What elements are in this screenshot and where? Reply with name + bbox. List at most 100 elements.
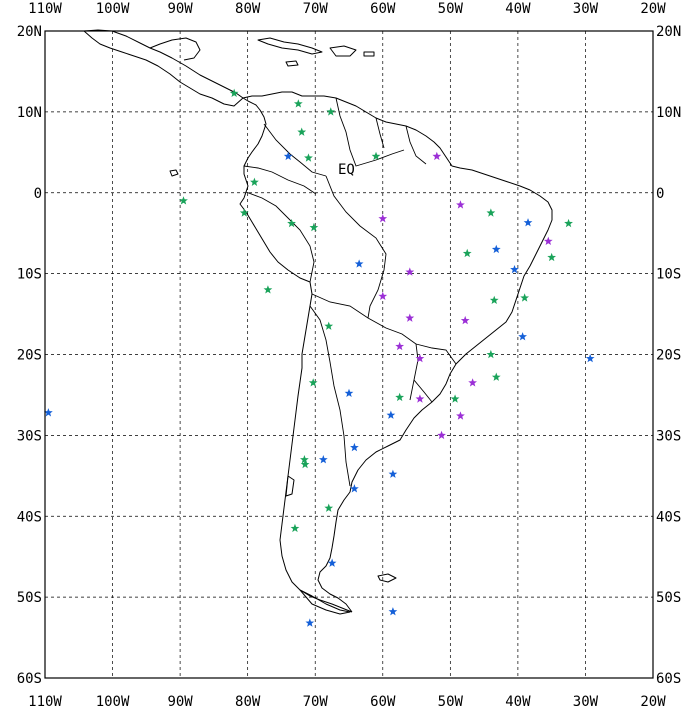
lat-tick-label-left: 20S — [17, 348, 42, 364]
station-star-blue — [585, 353, 595, 363]
jamaica-coastline — [285, 60, 299, 67]
station-star-blue — [350, 484, 359, 493]
station-star-purple — [415, 353, 425, 363]
station-star-purple — [456, 200, 465, 209]
station-star-purple — [432, 151, 442, 161]
station-star-green — [324, 321, 334, 330]
lon-tick-label-bottom: 20W — [640, 694, 666, 709]
lat-tick-label-left: 40S — [17, 509, 42, 525]
lon-tick-label-bottom: 30W — [573, 694, 599, 709]
lon-tick-label-top: 20W — [640, 1, 666, 17]
station-star-green — [395, 392, 405, 402]
lon-tick-label-top: 110W — [28, 1, 62, 17]
station-star-blue — [44, 408, 53, 417]
lon-tick-label-top: 70W — [303, 1, 329, 17]
chiloe-island — [285, 475, 295, 497]
lat-tick-label-right: 20N — [656, 24, 681, 40]
lon-tick-label-top: 80W — [235, 1, 261, 17]
station-star-green — [179, 196, 188, 205]
station-star-green — [290, 523, 300, 533]
equator-label: EQ — [338, 162, 355, 178]
lon-tick-label-bottom: 80W — [235, 694, 261, 709]
lat-tick-label-right: 10S — [656, 267, 681, 283]
station-star-green — [489, 295, 499, 305]
lon-tick-label-bottom: 90W — [167, 694, 193, 709]
lat-tick-label-right: 30S — [656, 428, 681, 444]
lon-tick-label-top: 100W — [96, 1, 130, 17]
station-star-green — [239, 208, 249, 217]
station-star-blue — [388, 469, 398, 478]
station-star-green — [309, 222, 319, 232]
cuba-coastline — [257, 37, 323, 55]
station-star-green — [263, 285, 273, 294]
lat-tick-label-right: 20S — [656, 348, 681, 364]
lat-tick-label-right: 60S — [656, 671, 681, 687]
station-star-blue — [344, 388, 354, 398]
station-star-green — [462, 248, 472, 258]
lat-tick-label-left: 60S — [17, 671, 42, 687]
station-star-green — [486, 208, 496, 217]
station-star-purple — [378, 291, 388, 300]
axis-labels: 110W 110W 100W 100W 90W 90W 80W 80W 70W 70W 60W 60W… — [17, 1, 682, 709]
station-star-blue — [491, 244, 501, 254]
lat-tick-label-right: 0 — [656, 186, 664, 202]
station-star-green — [297, 127, 307, 136]
puerto-rico-coastline — [363, 51, 375, 57]
lon-tick-label-bottom: 100W — [96, 694, 130, 709]
station-star-purple — [460, 315, 470, 325]
station-star-green — [450, 394, 460, 403]
lat-tick-label-left: 20N — [17, 24, 42, 40]
lon-tick-label-bottom: 40W — [505, 694, 531, 709]
lon-tick-label-top: 50W — [438, 1, 464, 17]
graticule — [45, 31, 653, 678]
lon-tick-label-bottom: 110W — [28, 694, 62, 709]
station-star-blue — [350, 442, 359, 452]
station-star-purple — [543, 236, 553, 245]
station-star-blue — [518, 332, 527, 341]
station-star-blue — [283, 151, 293, 161]
lon-tick-label-bottom: 60W — [370, 694, 396, 709]
lat-tick-label-left: 50S — [17, 590, 42, 606]
station-star-green — [520, 293, 530, 302]
station-star-blue — [327, 558, 337, 567]
station-star-green — [250, 177, 259, 186]
tierra-del-fuego — [299, 589, 351, 615]
station-star-blue — [305, 618, 315, 627]
lon-tick-label-top: 30W — [573, 1, 599, 17]
station-star-green — [229, 88, 239, 97]
station-star-purple — [437, 430, 446, 440]
lon-tick-label-bottom: 50W — [438, 694, 464, 709]
station-markers — [44, 88, 595, 627]
station-star-blue — [386, 410, 396, 419]
station-star-purple — [456, 411, 465, 420]
station-star-blue — [318, 455, 328, 464]
station-star-green — [300, 459, 310, 469]
lon-tick-label-top: 60W — [370, 1, 396, 17]
station-star-purple — [378, 214, 388, 223]
station-star-green — [308, 378, 318, 387]
station-star-green — [293, 99, 303, 108]
station-star-purple — [405, 267, 415, 276]
lat-tick-label-right: 50S — [656, 590, 681, 606]
station-star-blue — [354, 259, 364, 268]
station-star-green — [371, 151, 381, 161]
station-star-green — [304, 153, 313, 162]
lat-tick-label-left: 10N — [17, 105, 42, 121]
coastlines-and-borders — [83, 29, 553, 615]
lat-tick-label-left: 30S — [17, 428, 42, 444]
map-frame — [44, 30, 654, 679]
lat-tick-label-right: 10N — [656, 105, 681, 121]
hispaniola-coastline — [329, 45, 357, 57]
station-star-green — [547, 252, 557, 262]
station-star-green — [300, 455, 309, 464]
station-star-blue — [388, 607, 398, 616]
country-borders — [243, 97, 457, 487]
galapagos-islands — [169, 169, 179, 177]
station-star-green — [486, 349, 496, 359]
station-star-purple — [405, 313, 415, 322]
station-star-blue — [510, 264, 519, 274]
central-america-coastline — [83, 30, 244, 107]
station-star-green — [324, 503, 334, 512]
station-star-blue — [523, 218, 533, 227]
